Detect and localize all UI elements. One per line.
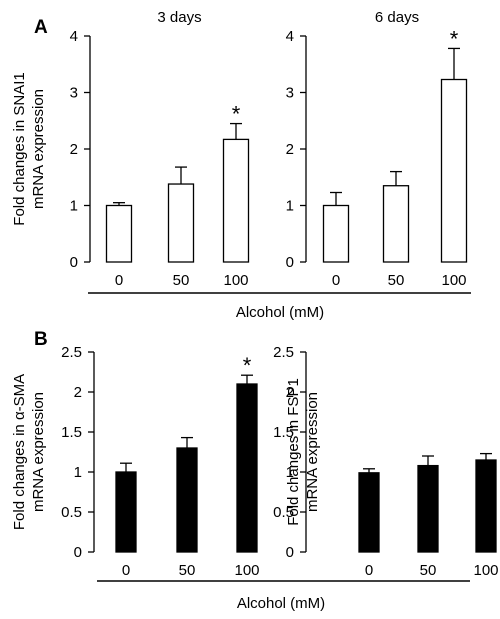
x-tick-label: 100 xyxy=(441,272,466,289)
x-tick-label: 0 xyxy=(365,562,373,579)
y-tick-label: 2 xyxy=(74,384,82,401)
y-axis-label: Fold changes in α-SMA xyxy=(11,374,28,530)
y-tick-label: 2.5 xyxy=(273,344,294,361)
y-axis-label: Fold changes in SNAI1 xyxy=(11,72,28,225)
y-tick-label: 3 xyxy=(70,85,78,102)
y-tick-label: 0.5 xyxy=(273,504,294,521)
y-tick-label: 1 xyxy=(286,464,294,481)
y-axis-label: mRNA expression xyxy=(30,89,47,209)
chart-alpha-sma: 0 0.5 1 1.5 2 2.5 0 50 100 * Fold changes in α-SMA… xyxy=(11,344,260,579)
y-tick-label: 0.5 xyxy=(61,504,82,521)
x-tick-label: 100 xyxy=(223,272,248,289)
bar xyxy=(322,204,350,263)
significance-marker: * xyxy=(450,26,459,51)
x-tick-label: 0 xyxy=(122,562,130,579)
y-tick-label: 0 xyxy=(286,544,294,561)
chart-snai1-3-days: 0 1 2 3 4 0 50 100 * 3 days Fold changes in SNAI1 m… xyxy=(11,9,250,289)
significance-marker: * xyxy=(232,102,241,127)
y-tick-label: 4 xyxy=(286,28,294,45)
y-tick-label: 0 xyxy=(70,254,78,271)
y-axis-label: mRNA expression xyxy=(30,392,47,512)
chart-title: 6 days xyxy=(375,9,419,26)
y-tick-label: 1.5 xyxy=(61,424,82,441)
x-axis-label-b: Alcohol (mM) xyxy=(237,595,325,612)
x-tick-label: 50 xyxy=(179,562,196,579)
chart-title: 3 days xyxy=(157,9,201,26)
bar xyxy=(358,472,380,553)
x-tick-label: 0 xyxy=(115,272,123,289)
bar xyxy=(475,459,497,553)
x-tick-label: 50 xyxy=(420,562,437,579)
bar xyxy=(167,183,195,263)
bar xyxy=(236,383,258,553)
y-tick-label: 3 xyxy=(286,85,294,102)
y-tick-label: 2.5 xyxy=(61,344,82,361)
chart-fsp1: 0 0.5 1 1.5 2 2.5 0 50 100 Fold changes in FSP1 mR… xyxy=(273,344,498,579)
y-tick-label: 0 xyxy=(286,254,294,271)
y-tick-label: 2 xyxy=(286,141,294,158)
significance-marker: * xyxy=(243,353,252,378)
bar xyxy=(222,138,250,263)
panel-label-a: A xyxy=(34,17,48,38)
bar xyxy=(105,204,133,263)
bar xyxy=(417,464,439,553)
y-tick-label: 2 xyxy=(286,384,294,401)
panel-label-b: B xyxy=(34,329,48,350)
bar xyxy=(382,185,410,263)
y-tick-label: 1 xyxy=(286,198,294,215)
y-tick-label: 1.5 xyxy=(273,424,294,441)
x-tick-label: 50 xyxy=(388,272,405,289)
bar xyxy=(176,447,198,553)
y-tick-label: 0 xyxy=(74,544,82,561)
y-axis-label: Fold changes in FSP1 xyxy=(285,378,302,526)
x-tick-label: 100 xyxy=(234,562,259,579)
y-tick-label: 4 xyxy=(70,28,78,45)
bar xyxy=(115,471,137,553)
chart-snai1-6-days: 0 1 2 3 4 0 50 100 * 6 days xyxy=(286,9,468,289)
y-tick-label: 2 xyxy=(70,141,78,158)
y-tick-label: 1 xyxy=(70,198,78,215)
y-tick-label: 1 xyxy=(74,464,82,481)
x-tick-label: 100 xyxy=(473,562,498,579)
y-axis-label: mRNA expression xyxy=(304,392,321,512)
bar xyxy=(440,78,468,263)
x-axis-label-a: Alcohol (mM) xyxy=(236,304,324,321)
x-tick-label: 50 xyxy=(173,272,190,289)
x-tick-label: 0 xyxy=(332,272,340,289)
